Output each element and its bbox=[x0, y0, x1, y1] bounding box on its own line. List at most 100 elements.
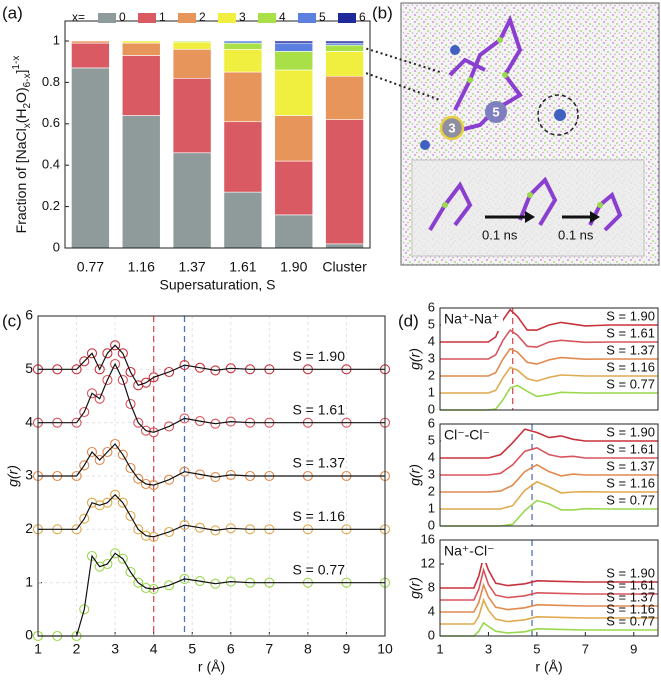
data-point bbox=[79, 356, 90, 367]
bar-segment bbox=[325, 243, 364, 249]
data-point bbox=[117, 374, 128, 386]
curve bbox=[38, 493, 385, 538]
legend-swatch bbox=[178, 13, 196, 23]
y-tick-label: 2 bbox=[25, 520, 33, 536]
legend-swatch bbox=[138, 13, 156, 23]
title-bg bbox=[441, 541, 503, 563]
data-point bbox=[86, 550, 98, 562]
y-tick-label: 3 bbox=[25, 467, 33, 483]
y-tick-label: 0 bbox=[428, 517, 435, 532]
legend-title: x= bbox=[72, 10, 85, 24]
annotation: 0.1 ns bbox=[482, 227, 518, 242]
bar-segment bbox=[325, 75, 364, 120]
arrow-head bbox=[525, 211, 535, 223]
bar-segment bbox=[325, 119, 364, 245]
data-point bbox=[79, 604, 90, 615]
data-point bbox=[102, 446, 113, 458]
data-point bbox=[102, 374, 113, 386]
x-tick-label: 1.90 bbox=[280, 259, 307, 275]
data-point bbox=[148, 584, 159, 595]
y-tick-label: 1 bbox=[428, 384, 435, 399]
legend-swatch bbox=[258, 13, 276, 23]
y-tick-label: 0.2 bbox=[42, 198, 60, 213]
curve bbox=[440, 308, 658, 343]
data-point bbox=[86, 348, 98, 359]
bar-segment bbox=[172, 152, 212, 249]
curve bbox=[440, 366, 658, 394]
data-point bbox=[86, 446, 98, 458]
y-axis-label-part: x bbox=[22, 123, 33, 128]
data-point bbox=[133, 380, 144, 391]
curve bbox=[440, 597, 658, 625]
x-tick-label: 1.37 bbox=[178, 259, 205, 275]
series-label: S = 0.77 bbox=[292, 561, 345, 577]
data-point bbox=[117, 348, 128, 359]
series-label: S = 1.61 bbox=[606, 441, 655, 456]
plot-frame bbox=[439, 423, 659, 527]
data-point bbox=[125, 462, 136, 474]
series-label: S = 1.61 bbox=[606, 577, 655, 592]
bar-segment bbox=[274, 160, 314, 216]
curve bbox=[440, 582, 658, 613]
data-point bbox=[117, 553, 128, 564]
x-tick-label: 3 bbox=[111, 641, 119, 657]
data-point bbox=[179, 573, 190, 584]
x-tick-label: 0.77 bbox=[77, 259, 104, 275]
y-tick-label: 6 bbox=[428, 299, 435, 314]
panel-label: (c) bbox=[2, 311, 22, 330]
snapshot-panel: (b) 3 5 0.1 ns 0.1 ns bbox=[351, 2, 660, 266]
bar-segment bbox=[325, 42, 364, 46]
data-point bbox=[110, 548, 121, 559]
highlight-circle bbox=[537, 94, 579, 136]
curve bbox=[440, 554, 658, 589]
data-point bbox=[210, 418, 221, 429]
arrow-head bbox=[590, 211, 600, 223]
data-point bbox=[148, 427, 159, 438]
data-point bbox=[110, 358, 121, 370]
bar-segment bbox=[325, 44, 364, 52]
data-point bbox=[140, 582, 152, 594]
data-point bbox=[125, 510, 136, 522]
x-tick-label: 10 bbox=[377, 641, 393, 657]
series-label: S = 0.77 bbox=[606, 376, 655, 391]
bar-segment bbox=[172, 41, 212, 50]
curve bbox=[440, 480, 658, 510]
bar-segment bbox=[274, 51, 314, 71]
x-tick-label: 9 bbox=[630, 641, 637, 656]
bar-segment bbox=[71, 40, 110, 44]
curve bbox=[440, 567, 658, 601]
y-tick-label: 2 bbox=[428, 367, 435, 382]
y-axis-label: g(r) bbox=[407, 348, 423, 370]
legend-label: 5 bbox=[319, 10, 326, 24]
y-tick-label: 0 bbox=[428, 401, 435, 416]
data-point bbox=[94, 500, 105, 511]
y-tick-label: 1 bbox=[53, 32, 60, 47]
legend-label: 0 bbox=[119, 10, 126, 24]
data-point bbox=[125, 566, 136, 578]
y-tick-label: 4 bbox=[25, 413, 33, 429]
bar-segment bbox=[223, 42, 263, 50]
curve bbox=[38, 443, 385, 486]
data-point bbox=[102, 497, 113, 508]
series-label: S = 0.77 bbox=[606, 492, 655, 507]
bar-segment bbox=[172, 48, 212, 79]
y-tick-label: 4 bbox=[428, 449, 435, 464]
bar-segment bbox=[274, 69, 314, 116]
series-label: S = 1.37 bbox=[606, 458, 655, 473]
data-point bbox=[210, 525, 221, 536]
panel-label: (d) bbox=[398, 311, 419, 330]
y-axis-label-part: 6-x bbox=[22, 73, 33, 87]
x-tick-label: 4 bbox=[150, 641, 158, 657]
data-point bbox=[102, 558, 113, 570]
y-tick-label: 0 bbox=[428, 627, 435, 642]
series-label: S = 1.16 bbox=[292, 508, 345, 524]
data-point bbox=[94, 454, 105, 466]
curve bbox=[440, 384, 658, 411]
curve bbox=[440, 463, 658, 493]
x-tick-label: 5 bbox=[533, 641, 540, 656]
series-label: S = 1.90 bbox=[292, 348, 345, 364]
y-tick-label: 3 bbox=[428, 350, 435, 365]
legend-label: 3 bbox=[239, 10, 246, 24]
data-point bbox=[210, 578, 221, 589]
